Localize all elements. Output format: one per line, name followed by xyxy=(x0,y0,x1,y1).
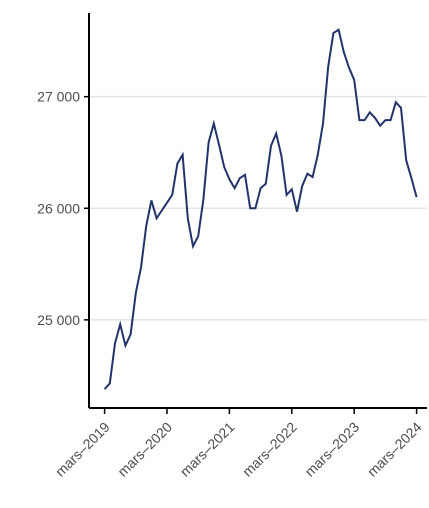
x-tick-label: mars–2022 xyxy=(239,419,300,480)
x-tick-label: mars–2023 xyxy=(301,419,362,480)
y-tick-label: 27 000 xyxy=(37,89,80,105)
x-tick-label: mars–2024 xyxy=(364,419,425,480)
y-tick-label: 26 000 xyxy=(37,200,80,216)
y-tick-label: 25 000 xyxy=(37,312,80,328)
x-tick-label: mars–2019 xyxy=(52,419,113,480)
x-tick-label: mars–2021 xyxy=(177,419,238,480)
line xyxy=(103,28,418,390)
x-tick-label: mars–2020 xyxy=(114,419,175,480)
